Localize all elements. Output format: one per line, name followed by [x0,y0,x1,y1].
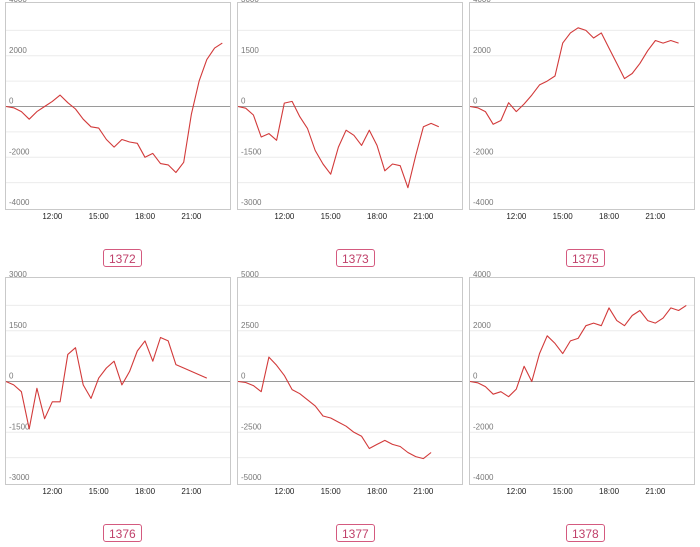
y-tick-label: 0 [9,97,14,106]
chart-id-tag: 1378 [566,524,605,542]
line-chart: 4000 2000 0 -2000 -4000 12:00 15:00 18:00 21:00 [5,0,231,221]
y-tick-label: 3000 [9,270,27,279]
y-tick-label: -1500 [9,422,30,431]
line-chart: 3000 1500 0 -1500 -3000 12:00 15:00 18:00 21:00 [237,0,463,221]
x-tick-label: 18:00 [599,487,620,496]
x-tick-label: 18:00 [599,212,620,221]
y-tick-label: -4000 [473,473,494,482]
y-tick-label: 0 [473,372,478,381]
chart-panel-1373: 3000 1500 0 -1500 -3000 12:00 15:00 18:00 21:00 [237,0,464,232]
x-tick-label: 18:00 [367,212,388,221]
chart-id-tag: 1373 [336,249,375,267]
y-tick-label: 3000 [241,0,259,4]
x-tick-label: 15:00 [553,212,574,221]
y-tick-label: 1500 [9,321,27,330]
x-tick-label: 18:00 [367,487,388,496]
x-tick-label: 21:00 [645,212,666,221]
x-tick-label: 18:00 [135,487,156,496]
y-tick-label: 2000 [9,46,27,55]
y-tick-label: 4000 [473,270,491,279]
chart-panel-1378: 4000 2000 0 -2000 -4000 12:00 15:00 18:00 21:00 [469,270,696,507]
series-line [469,304,687,398]
series-line [5,336,208,430]
chart-id-tag: 1376 [103,524,142,542]
y-tick-label: -4000 [9,198,30,207]
x-tick-label: 21:00 [413,487,434,496]
x-tick-label: 12:00 [506,487,527,496]
y-tick-label: -5000 [241,473,262,482]
y-tick-label: 0 [241,97,246,106]
series-line [237,100,440,189]
y-tick-label: -4000 [473,198,494,207]
chart-panel-1375: 4000 2000 0 -2000 -4000 12:00 15:00 18:00 21:00 [469,0,696,232]
y-tick-label: -2500 [241,422,262,431]
y-tick-label: -2000 [473,422,494,431]
x-tick-label: 12:00 [506,212,527,221]
y-tick-label: 0 [241,372,246,381]
y-tick-label: 0 [9,372,14,381]
line-chart: 4000 2000 0 -2000 -4000 12:00 15:00 18:00 21:00 [469,0,695,221]
x-tick-label: 15:00 [553,487,574,496]
series-line [469,27,679,125]
series-line [5,42,223,174]
chart-panel-1377: 5000 2500 0 -2500 -5000 12:00 15:00 18:00 21:00 [237,270,464,507]
y-tick-label: 4000 [9,0,27,4]
y-tick-label: 2000 [473,46,491,55]
x-tick-label: 12:00 [274,212,295,221]
x-tick-label: 21:00 [413,212,434,221]
x-tick-label: 21:00 [645,487,666,496]
y-tick-label: 2000 [473,321,491,330]
y-tick-label: 1500 [241,46,259,55]
x-tick-label: 12:00 [274,487,295,496]
x-tick-label: 12:00 [42,487,63,496]
x-tick-label: 15:00 [321,487,342,496]
y-tick-label: 0 [473,97,478,106]
chart-panel-1376: 3000 1500 0 -1500 -3000 12:00 15:00 18:00 21:00 [5,270,232,507]
x-tick-label: 15:00 [89,487,110,496]
x-tick-label: 12:00 [42,212,63,221]
y-tick-label: -2000 [9,147,30,156]
y-tick-label: 5000 [241,270,259,279]
y-tick-label: -1500 [241,147,262,156]
line-chart: 4000 2000 0 -2000 -4000 12:00 15:00 18:00 21:00 [469,270,695,496]
y-tick-label: -3000 [9,473,30,482]
line-chart: 3000 1500 0 -1500 -3000 12:00 15:00 18:00 21:00 [5,270,231,496]
x-tick-label: 15:00 [89,212,110,221]
chart-id-tag: 1372 [103,249,142,267]
x-tick-label: 21:00 [181,212,202,221]
x-tick-label: 15:00 [321,212,342,221]
x-tick-label: 18:00 [135,212,156,221]
x-tick-label: 21:00 [181,487,202,496]
y-tick-label: 2500 [241,321,259,330]
line-chart: 5000 2500 0 -2500 -5000 12:00 15:00 18:00 21:00 [237,270,463,496]
chart-id-tag: 1375 [566,249,605,267]
chart-id-tag: 1377 [336,524,375,542]
y-tick-label: -3000 [241,198,262,207]
y-tick-label: -2000 [473,147,494,156]
y-tick-label: 4000 [473,0,491,4]
chart-panel-1372: 4000 2000 0 -2000 -4000 12:00 15:00 18:00 21:00 [5,0,232,232]
series-line [237,356,432,460]
